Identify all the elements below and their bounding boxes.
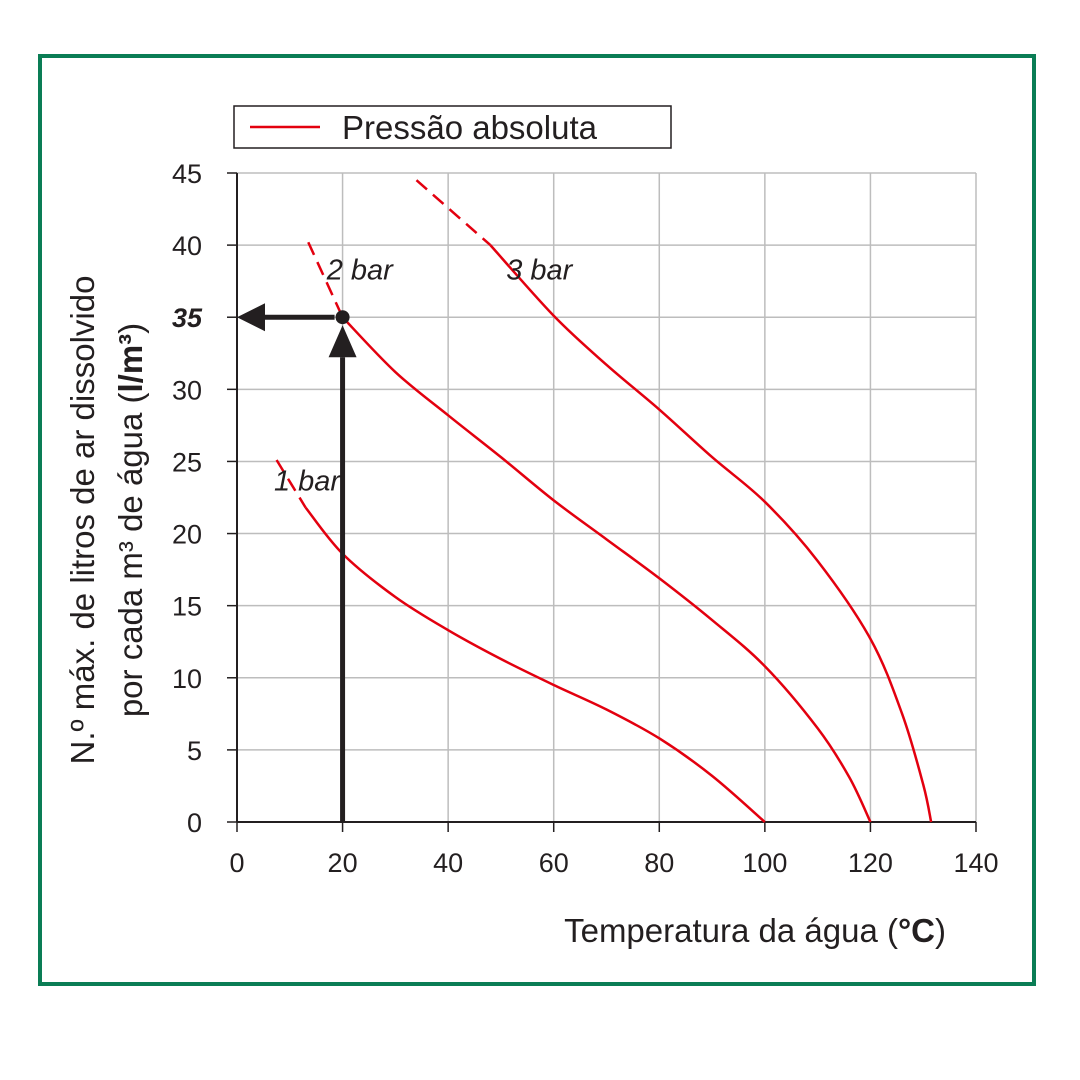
x-tick-label: 60: [539, 848, 569, 878]
y-axis-title-line2-unit: l/m³: [112, 334, 149, 393]
x-tick-label: 40: [433, 848, 463, 878]
x-axis-title: Temperatura da água (°C): [564, 912, 946, 949]
curve-3-bar: [489, 244, 933, 823]
x-tick-label: 20: [328, 848, 358, 878]
legend: Pressão absoluta: [233, 105, 672, 149]
y-tick-label: 15: [172, 592, 202, 622]
y-axis-title-line2-close: ): [112, 323, 149, 334]
y-tick-label: 20: [172, 520, 202, 550]
x-axis-title-close: ): [935, 912, 946, 949]
curve-3-bar-extrapolated: [415, 179, 492, 247]
y-axis-title-line1: N.º máx. de litros de ar dissolvido: [64, 276, 101, 765]
highlight-point: [335, 310, 350, 325]
grid: [237, 172, 977, 822]
x-tick-label: 120: [848, 848, 893, 878]
x-tick-label: 80: [644, 848, 674, 878]
curve-label-2-bar: 2 bar: [326, 255, 394, 287]
x-tick-label: 0: [229, 848, 244, 878]
y-tick-label: 10: [172, 664, 202, 694]
x-tick-label: 140: [953, 848, 998, 878]
y-tick-label: 30: [172, 375, 202, 405]
annotation: [237, 303, 357, 822]
x-tick-label: 100: [742, 848, 787, 878]
vertical-arrow-head: [328, 325, 357, 358]
legend-label: Pressão absoluta: [342, 109, 598, 146]
y-tick-label: 0: [187, 808, 202, 838]
curve-1-bar-extrapolated: [275, 459, 307, 509]
y-axis-title-line2-text: por cada m³ de água (: [112, 392, 149, 717]
y-axis-title: N.º máx. de litros de ar dissolvido por …: [64, 276, 149, 765]
y-axis-title-line2: por cada m³ de água (l/m³): [112, 323, 149, 717]
axes: 0 20 40 60 80 100 120 140 0 5 10 15 20 25 30 40 45 35: [172, 159, 999, 878]
x-axis-title-text: Temperatura da água (: [564, 912, 898, 949]
y-tick-label-highlight: 35: [172, 303, 203, 333]
curve-2-bar: [341, 316, 872, 823]
curve-1-bar: [304, 506, 766, 823]
chart-frame: [38, 54, 1036, 986]
y-tick-label: 40: [172, 231, 202, 261]
curves: [275, 179, 933, 823]
curve-label-3-bar: 3 bar: [506, 255, 573, 287]
labels: 1 bar 2 bar 3 bar: [274, 255, 574, 498]
y-tick-label: 25: [172, 447, 202, 477]
x-axis-title-unit: °C: [898, 912, 935, 949]
y-tick-label: 5: [187, 736, 202, 766]
y-tick-label: 45: [172, 159, 202, 189]
horizontal-arrow-head: [237, 303, 265, 332]
curve-label-1-bar: 1 bar: [274, 465, 341, 497]
